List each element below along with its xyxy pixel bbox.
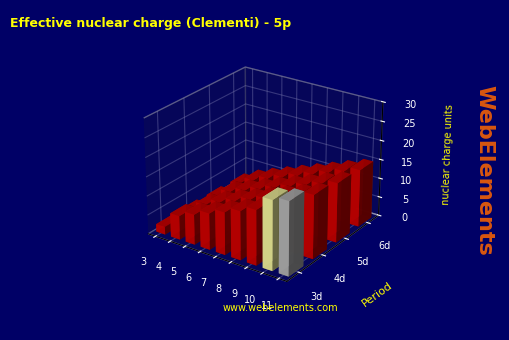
Text: WebElements: WebElements bbox=[474, 85, 494, 255]
Text: www.webelements.com: www.webelements.com bbox=[222, 303, 337, 313]
Y-axis label: Period: Period bbox=[359, 280, 393, 308]
Text: Effective nuclear charge (Clementi) - 5p: Effective nuclear charge (Clementi) - 5p bbox=[10, 17, 291, 30]
